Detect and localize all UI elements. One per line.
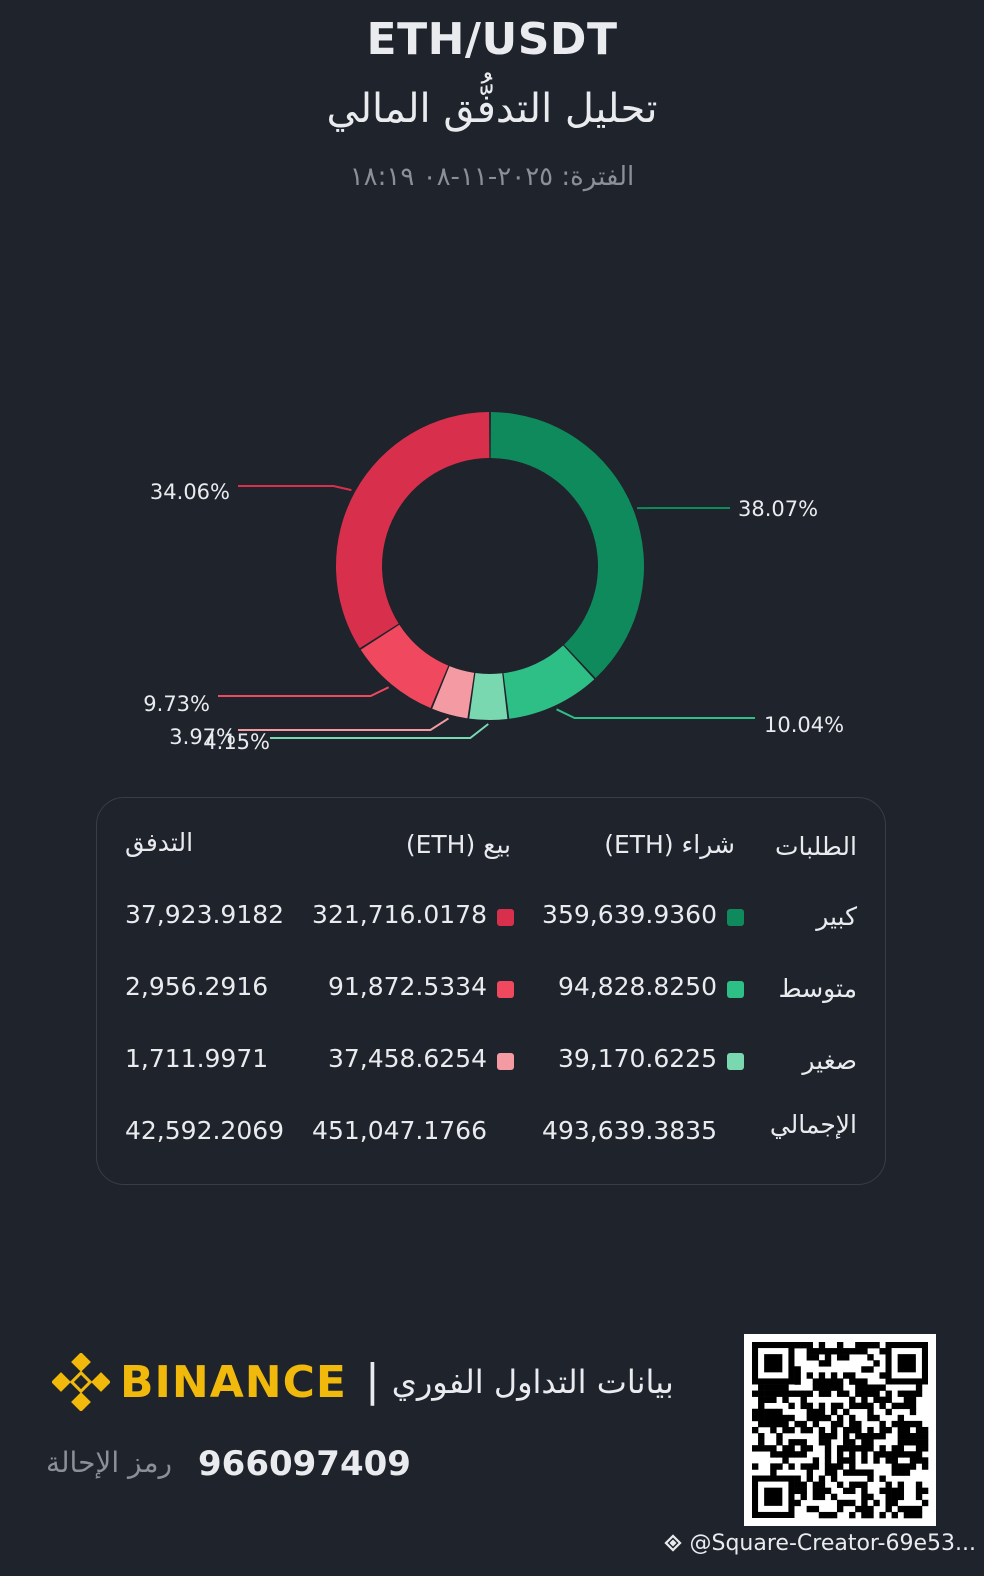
sell-value: 321,716.0178 (312, 900, 487, 929)
donut-slice-sell-medium (360, 624, 449, 709)
slice-percent-label: 3.97% (169, 725, 236, 749)
referral-code: 966097409 (198, 1444, 411, 1484)
buy-value: 359,639.9360 (542, 900, 717, 929)
binance-square-icon (663, 1534, 682, 1552)
brand-bar: BINANCE | بيانات التداول الفوري (52, 1352, 674, 1412)
referral-label: رمز الإحالة (46, 1446, 172, 1479)
donut-slice-sell-small (432, 666, 475, 719)
period-label: الفترة: ٢٠٢٥-١١-٠٨ ١٨:١٩ (349, 162, 635, 192)
binance-logo-icon (52, 1353, 110, 1411)
flow-table: الطلبات شراء (ETH) بيع (ETH) التدفق كبير… (96, 797, 886, 1185)
flow-total: 42,592.2069 (125, 1116, 285, 1145)
qr-code-icon (744, 1334, 936, 1526)
leader-line-sell-large (238, 485, 352, 492)
slice-percent-label: 4.15% (203, 730, 270, 754)
sell-value: 37,458.6254 (327, 1044, 487, 1073)
header-sell: بيع (ETH) (405, 830, 511, 859)
slice-percent-label: 38.07% (738, 497, 818, 521)
buy-small-swatch (727, 1053, 744, 1070)
donut-slice-buy-medium (503, 645, 595, 719)
brand-tagline: بيانات التداول الفوري (391, 1363, 674, 1401)
donut-slice-sell-large (336, 412, 490, 649)
sell-medium-swatch (497, 981, 514, 998)
slice-percent-label: 9.73% (143, 692, 210, 716)
flow-value: 1,711.9971 (125, 1044, 269, 1073)
slice-percent-label: 10.04% (764, 713, 844, 737)
donut-chart: 38.07% 10.04% 4.15%3.97% 9.73% 34.06% (143, 412, 844, 754)
brand-name: BINANCE (120, 1356, 347, 1408)
header-buy: شراء (ETH) (604, 830, 735, 859)
slice-percent-label: 34.06% (150, 480, 230, 504)
row-label: صغير (802, 1046, 857, 1075)
leader-line-sell-small (238, 717, 450, 731)
leader-line-sell-medium (218, 686, 390, 697)
donut-slice-buy-small (469, 673, 508, 720)
pair-title: ETH/USDT (366, 14, 618, 65)
donut-slice-buy-large (490, 412, 645, 679)
leader-line-buy-medium (556, 708, 755, 719)
header-flow: التدفق (125, 828, 194, 857)
row-label: كبير (816, 902, 857, 931)
sell-large-swatch (497, 909, 514, 926)
buy-total: 493,639.3835 (542, 1116, 717, 1145)
sell-total: 451,047.1766 (312, 1116, 487, 1145)
page-subtitle: تحليل التدفُّق المالي (326, 86, 658, 132)
header-orders: الطلبات (774, 832, 857, 861)
row-label-total: الإجمالي (769, 1110, 857, 1139)
flow-value: 2,956.2916 (125, 972, 269, 1001)
row-label: متوسط (778, 974, 857, 1003)
leader-line-buy-small (270, 723, 489, 739)
brand-separator: | (364, 1354, 380, 1406)
buy-value: 94,828.8250 (557, 972, 717, 1001)
watermark-text: @Square-Creator-69e53... (689, 1530, 977, 1556)
sell-small-swatch (497, 1053, 514, 1070)
buy-large-swatch (727, 909, 744, 926)
buy-value: 39,170.6225 (557, 1044, 717, 1073)
buy-medium-swatch (727, 981, 744, 998)
sell-value: 91,872.5334 (327, 972, 487, 1001)
flow-value: 37,923.9182 (125, 900, 285, 929)
creator-watermark: @Square-Creator-69e53... (660, 1530, 977, 1556)
